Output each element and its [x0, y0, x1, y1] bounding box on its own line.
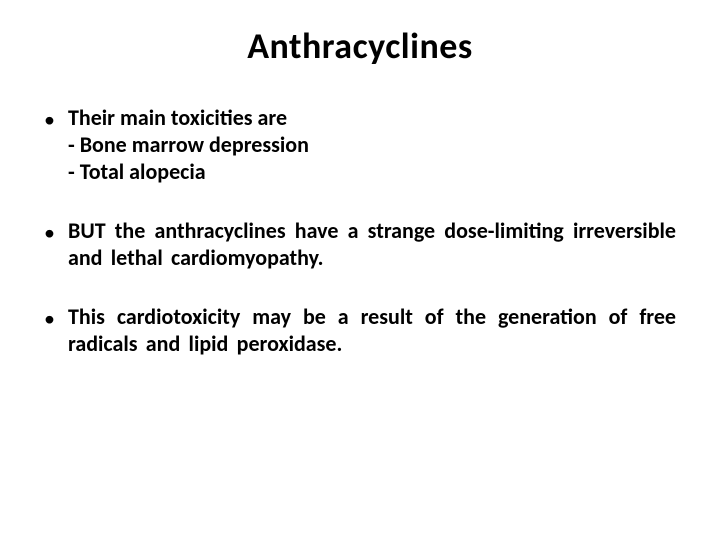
bullet-glyph: • [44, 303, 68, 357]
bullet-text: This cardiotoxicity may be a result of t… [68, 303, 676, 357]
slide-title: Anthracyclines [36, 24, 684, 68]
bullet-item: • This cardiotoxicity may be a result of… [44, 303, 676, 357]
bullet-sub: - Bone marrow depression [68, 131, 676, 158]
bullet-lead: BUT the anthracyclines have a strange do… [68, 217, 676, 271]
bullet-glyph: • [44, 104, 68, 185]
bullet-glyph: • [44, 217, 68, 271]
bullet-item: • BUT the anthracyclines have a strange … [44, 217, 676, 271]
bullet-lead: Their main toxicities are [68, 104, 287, 131]
bullet-sub: - Total alopecia [68, 158, 676, 185]
bullet-text: BUT the anthracyclines have a strange do… [68, 217, 676, 271]
bullet-text: Their main toxicities are - Bone marrow … [68, 104, 676, 185]
bullet-item: • Their main toxicities are - Bone marro… [44, 104, 676, 185]
bullet-lead: This cardiotoxicity may be a result of t… [68, 303, 676, 357]
slide-body: • Their main toxicities are - Bone marro… [36, 104, 684, 357]
